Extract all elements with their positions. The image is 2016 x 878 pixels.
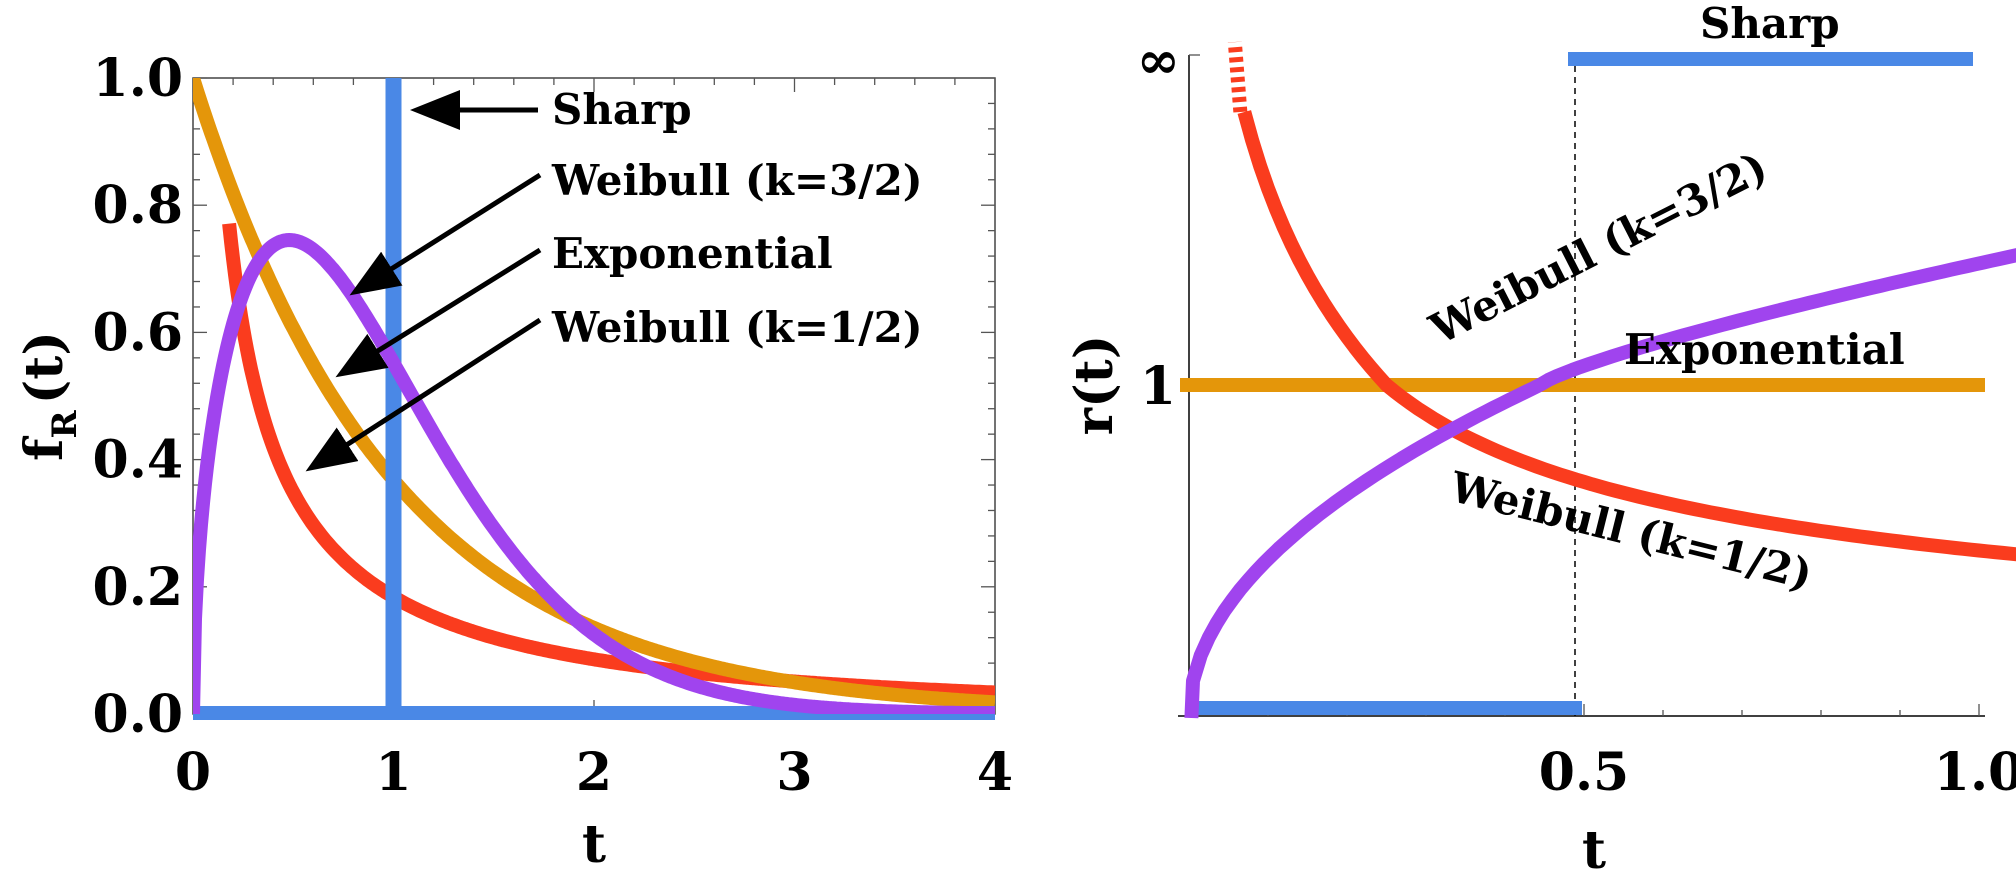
right-series-layer [1180, 41, 2016, 719]
left-x-tick-label: 3 [776, 742, 812, 803]
left-y-tick-label: 0.6 [93, 302, 183, 363]
left-y-axis-label: fR (t) [14, 331, 85, 461]
series-weibull-k-3-2- [193, 233, 995, 714]
left-y-tick-label: 0.0 [93, 684, 183, 745]
left-series-layer [193, 78, 995, 720]
svg-text:fR(t): fR (t) [14, 331, 85, 461]
annotation-weibull-3-2: Weibull (k=3/2) [551, 156, 923, 205]
left-y-label-sub: R [45, 410, 85, 439]
annotation-arrow-weibull-1-2 [305, 317, 542, 472]
right-annotation-sharp: Sharp [1700, 0, 1840, 48]
left-x-tick-labels: 0 1 2 3 4 [175, 742, 1013, 803]
right-x-tick-label: 0.5 [1539, 742, 1629, 803]
left-y-tick-label: 0.2 [93, 557, 183, 618]
left-x-axis-label: t [582, 814, 606, 875]
annotation-arrow-exponential [335, 247, 542, 378]
right-chart: 0.51.01.52.0 1 ∞ t r(t) Sharp Exponentia… [1064, 0, 2016, 878]
right-y-tick-label-1: 1 [1140, 356, 1176, 417]
annotation-sharp: Sharp [552, 85, 692, 134]
left-y-tick-label: 0.8 [93, 175, 183, 236]
right-x-axis-label: t [1582, 820, 1606, 878]
series-weibull-k-3-2 [1184, 248, 2016, 719]
left-x-tick-label: 0 [175, 742, 211, 803]
left-y-tick-label: 1.0 [93, 48, 183, 109]
series-weibull-k-1-2 [1237, 110, 2016, 562]
left-y-tick-labels: 0.0 0.2 0.4 0.6 0.8 1.0 [93, 48, 183, 745]
right-annotation-exponential: Exponential [1624, 325, 1905, 374]
left-x-tick-label: 1 [375, 742, 411, 803]
left-x-tick-label: 4 [977, 742, 1013, 803]
left-chart: 0 1 2 3 4 0.0 0.2 0.4 0.6 0.8 1.0 t fR (t) Sharp W… [14, 48, 1013, 875]
right-y-axis-label: r(t) [1064, 335, 1125, 436]
right-x-tick-labels: 0.51.01.52.0 [1539, 742, 2016, 803]
left-y-label-tail: (t) [14, 331, 75, 404]
annotation-weibull-1-2: Weibull (k=1/2) [551, 303, 923, 352]
right-y-tick-label-infinity: ∞ [1137, 30, 1180, 91]
left-y-tick-label: 0.4 [93, 430, 183, 491]
annotation-arrow-weibull-3-2 [349, 172, 542, 296]
right-annotation-weibull-1-2: Weibull (k=1/2) [1445, 462, 1818, 599]
left-y-label-main: f [14, 435, 75, 461]
left-x-tick-label: 2 [576, 742, 612, 803]
right-x-tick-label: 1.0 [1934, 742, 2016, 803]
annotation-exponential: Exponential [552, 229, 833, 278]
series-weibull-k-1-2-divergence [1227, 41, 1248, 113]
